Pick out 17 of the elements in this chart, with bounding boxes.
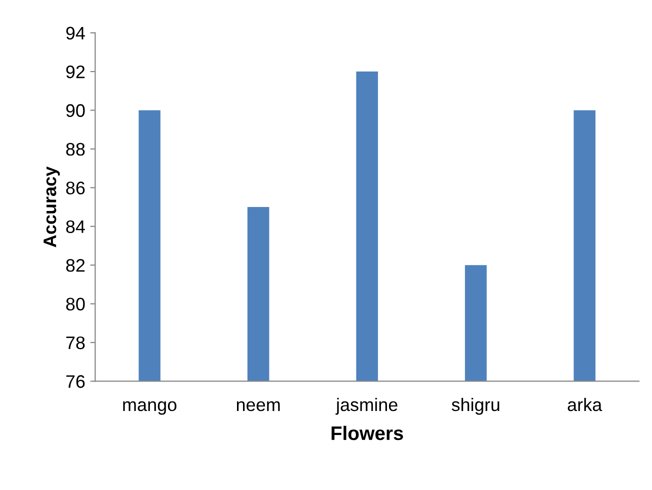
y-tick-label: 82 xyxy=(66,259,85,272)
x-tick-label: mango xyxy=(123,401,176,415)
x-axis-title: Flowers xyxy=(332,426,404,440)
y-tick-label: 88 xyxy=(66,142,85,156)
x-tick-label: arka xyxy=(568,398,602,412)
y-axis-title: Accuracy xyxy=(44,166,60,248)
y-tick-label: 86 xyxy=(66,182,85,194)
x-tick-label: neem xyxy=(236,401,280,412)
y-tick-label: 76 xyxy=(66,375,85,388)
x-tick-label: jasmine xyxy=(336,398,398,415)
y-tick-label: 84 xyxy=(66,220,85,234)
x-tick-label: shigru xyxy=(452,398,500,415)
y-tick-label: 78 xyxy=(66,336,85,350)
y-tick-label: 94 xyxy=(66,26,85,40)
y-tick-label: 92 xyxy=(66,65,85,78)
y-tick-label: 90 xyxy=(66,104,85,117)
y-tick-label: 80 xyxy=(66,298,85,311)
